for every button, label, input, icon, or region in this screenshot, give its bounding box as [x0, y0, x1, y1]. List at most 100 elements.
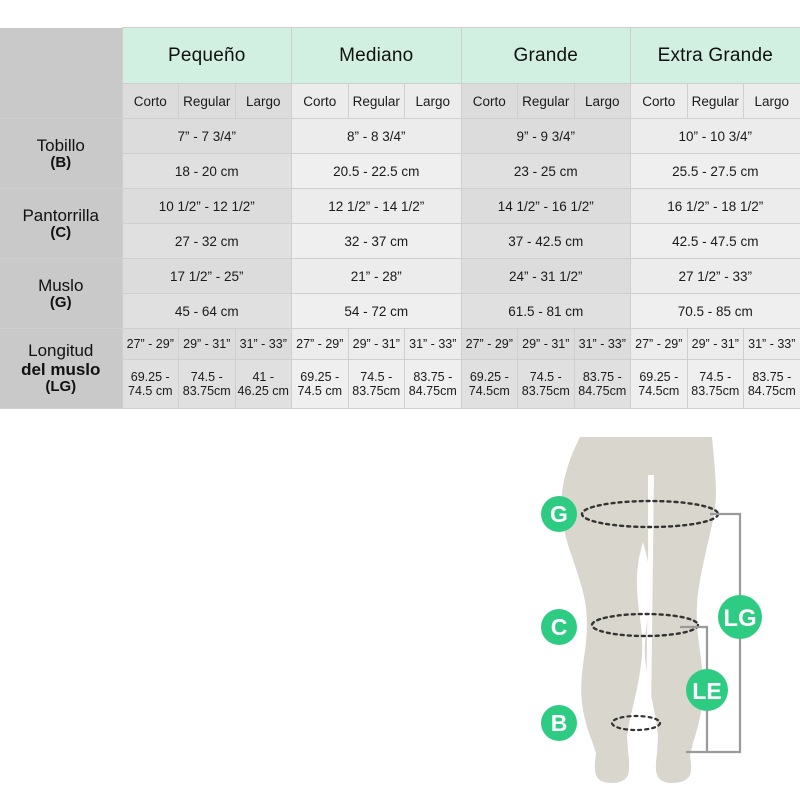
- cell-pantorrilla-in-pequeno: 10 1/2” - 12 1/2”: [121, 188, 293, 224]
- subheader-xgrande-corto: Corto: [630, 83, 688, 119]
- marker-b: B: [541, 705, 577, 741]
- calf-measure-loop-icon: [590, 612, 700, 638]
- cm-line-2: 83.75cm: [521, 384, 570, 398]
- subheader-pequeno-largo: Largo: [234, 83, 293, 119]
- cell-muslo-cm-grande: 61.5 - 81 cm: [460, 293, 632, 329]
- subheader-xgrande-largo: Largo: [743, 83, 800, 119]
- table-row: Pantorrilla (C) 10 1/2” - 12 1/2” 12 1/2…: [0, 188, 800, 259]
- cm-line-1: 74.5 -: [529, 369, 562, 384]
- cell-pantorrilla-in-xgrande: 16 1/2” - 18 1/2”: [630, 188, 800, 224]
- row-label-longitud-del-muslo: Longitud del muslo (LG): [0, 328, 123, 409]
- subheader-mediano-corto: Corto: [291, 83, 349, 119]
- cell-muslo-in-grande: 24” - 31 1/2”: [460, 258, 632, 294]
- cell-longitud-cm-8: 83.75 - 84.75cm: [573, 359, 632, 409]
- cell-longitud-in-7: 29” - 31”: [517, 328, 575, 360]
- leg-silhouette-icon: [561, 437, 716, 783]
- cell-tobillo-cm-xgrande: 25.5 - 27.5 cm: [630, 153, 800, 189]
- cell-longitud-cm-3: 69.25 - 74.5 cm: [291, 359, 349, 409]
- row-label-text: Tobillo: [36, 135, 85, 155]
- cm-line-2: 84.75cm: [747, 384, 796, 398]
- cm-line-1: 41 -: [252, 369, 275, 384]
- cell-longitud-in-9: 27” - 29”: [630, 328, 688, 360]
- cell-pantorrilla-cm-xgrande: 42.5 - 47.5 cm: [630, 223, 800, 259]
- row-label-text: Pantorrilla: [22, 205, 100, 225]
- cell-pantorrilla-cm-pequeno: 27 - 32 cm: [121, 223, 293, 259]
- table-row: Longitud del muslo (LG) 27” - 29” 29” - …: [0, 328, 800, 409]
- table-row: 27 - 32 cm 32 - 37 cm 37 - 42.5 cm 42.5 …: [0, 223, 800, 259]
- marker-lg-label: LG: [723, 605, 756, 632]
- marker-g-label: G: [550, 501, 568, 527]
- cm-line-1: 74.5 -: [190, 369, 223, 384]
- leg-measurement-diagram: G C B LG LE: [540, 437, 800, 800]
- marker-c-label: C: [551, 614, 568, 640]
- cm-line-2: 84.75cm: [578, 384, 627, 398]
- cm-line-1: 74.5 -: [699, 369, 732, 384]
- cell-longitud-cm-0: 69.25 - 74.5 cm: [121, 359, 179, 409]
- cell-longitud-in-10: 29” - 31”: [686, 328, 745, 360]
- table-sub-header-row: Corto Regular Largo Corto Regular Largo …: [0, 83, 800, 119]
- marker-g: G: [541, 496, 577, 532]
- cell-longitud-in-5: 31” - 33”: [404, 328, 462, 360]
- row-label-pantorrilla: Pantorrilla (C): [0, 188, 123, 259]
- subheader-pequeno-corto: Corto: [121, 83, 179, 119]
- row-label-code: (C): [50, 223, 72, 241]
- cell-longitud-in-8: 31” - 33”: [573, 328, 632, 360]
- cm-line-2: 84.75cm: [408, 384, 457, 398]
- cell-tobillo-in-mediano: 8” - 8 3/4”: [291, 118, 462, 154]
- cm-line-1: 83.75 -: [752, 369, 792, 384]
- group-header-mediano: Mediano: [291, 27, 462, 84]
- size-chart-table: Pequeño Mediano Grande Extra Grande Cort…: [0, 27, 800, 409]
- cell-tobillo-in-grande: 9” - 9 3/4”: [460, 118, 632, 154]
- cm-line-1: 83.75 -: [582, 369, 622, 384]
- cm-line-2: 74.5cm: [638, 384, 680, 398]
- cm-line-2: 74.5 cm: [128, 384, 173, 398]
- group-header-extra-grande: Extra Grande: [630, 27, 800, 84]
- cell-longitud-cm-2: 41 - 46.25 cm: [234, 359, 293, 409]
- row-label-text-line1: Longitud: [28, 341, 94, 361]
- row-label-code: (G): [49, 293, 72, 311]
- cm-line-1: 69.25 -: [469, 369, 509, 384]
- cm-line-1: 83.75 -: [413, 369, 453, 384]
- cell-pantorrilla-cm-grande: 37 - 42.5 cm: [460, 223, 632, 259]
- subheader-grande-corto: Corto: [460, 83, 519, 119]
- cell-tobillo-in-xgrande: 10” - 10 3/4”: [630, 118, 800, 154]
- cell-muslo-cm-xgrande: 70.5 - 85 cm: [630, 293, 800, 329]
- cell-longitud-in-6: 27” - 29”: [460, 328, 519, 360]
- subheader-grande-regular: Regular: [517, 83, 575, 119]
- cell-longitud-in-3: 27” - 29”: [291, 328, 349, 360]
- ankle-measure-loop-icon: [610, 714, 662, 732]
- marker-c: C: [541, 609, 577, 645]
- table-row: Muslo (G) 17 1/2” - 25” 21” - 28” 24” - …: [0, 258, 800, 329]
- subheader-mediano-regular: Regular: [347, 83, 406, 119]
- group-header-grande: Grande: [460, 27, 632, 84]
- cell-muslo-in-mediano: 21” - 28”: [291, 258, 462, 294]
- cell-muslo-in-pequeno: 17 1/2” - 25”: [121, 258, 293, 294]
- cell-muslo-in-xgrande: 27 1/2” - 33”: [630, 258, 800, 294]
- cell-pantorrilla-cm-mediano: 32 - 37 cm: [291, 223, 462, 259]
- marker-b-label: B: [551, 710, 568, 736]
- cell-longitud-in-0: 27” - 29”: [121, 328, 179, 360]
- cell-longitud-in-2: 31” - 33”: [234, 328, 293, 360]
- table-row: Tobillo (B) 7” - 7 3/4” 8” - 8 3/4” 9” -…: [0, 118, 800, 189]
- table-row: 69.25 - 74.5 cm 74.5 - 83.75cm 41 - 46.2…: [0, 359, 800, 409]
- cell-longitud-in-4: 29” - 31”: [347, 328, 406, 360]
- cell-longitud-in-11: 31” - 33”: [743, 328, 800, 360]
- cm-line-2: 74.5 cm: [297, 384, 342, 398]
- cm-line-1: 69.25 -: [130, 369, 170, 384]
- cell-tobillo-cm-pequeno: 18 - 20 cm: [121, 153, 293, 189]
- cell-pantorrilla-in-grande: 14 1/2” - 16 1/2”: [460, 188, 632, 224]
- cell-longitud-cm-5: 83.75 - 84.75cm: [404, 359, 462, 409]
- subheader-xgrande-regular: Regular: [686, 83, 745, 119]
- row-label-tobillo: Tobillo (B): [0, 118, 123, 189]
- cell-longitud-cm-6: 69.25 - 74.5cm: [460, 359, 519, 409]
- cell-muslo-cm-pequeno: 45 - 64 cm: [121, 293, 293, 329]
- marker-le: LE: [686, 669, 728, 711]
- table-row: 45 - 64 cm 54 - 72 cm 61.5 - 81 cm 70.5 …: [0, 293, 800, 329]
- cell-tobillo-cm-grande: 23 - 25 cm: [460, 153, 632, 189]
- subheader-grande-largo: Largo: [573, 83, 632, 119]
- cell-longitud-cm-9: 69.25 - 74.5cm: [630, 359, 688, 409]
- cell-muslo-cm-mediano: 54 - 72 cm: [291, 293, 462, 329]
- cm-line-2: 46.25 cm: [237, 384, 289, 398]
- cell-longitud-cm-1: 74.5 - 83.75cm: [178, 359, 236, 409]
- table-row: 18 - 20 cm 20.5 - 22.5 cm 23 - 25 cm 25.…: [0, 153, 800, 189]
